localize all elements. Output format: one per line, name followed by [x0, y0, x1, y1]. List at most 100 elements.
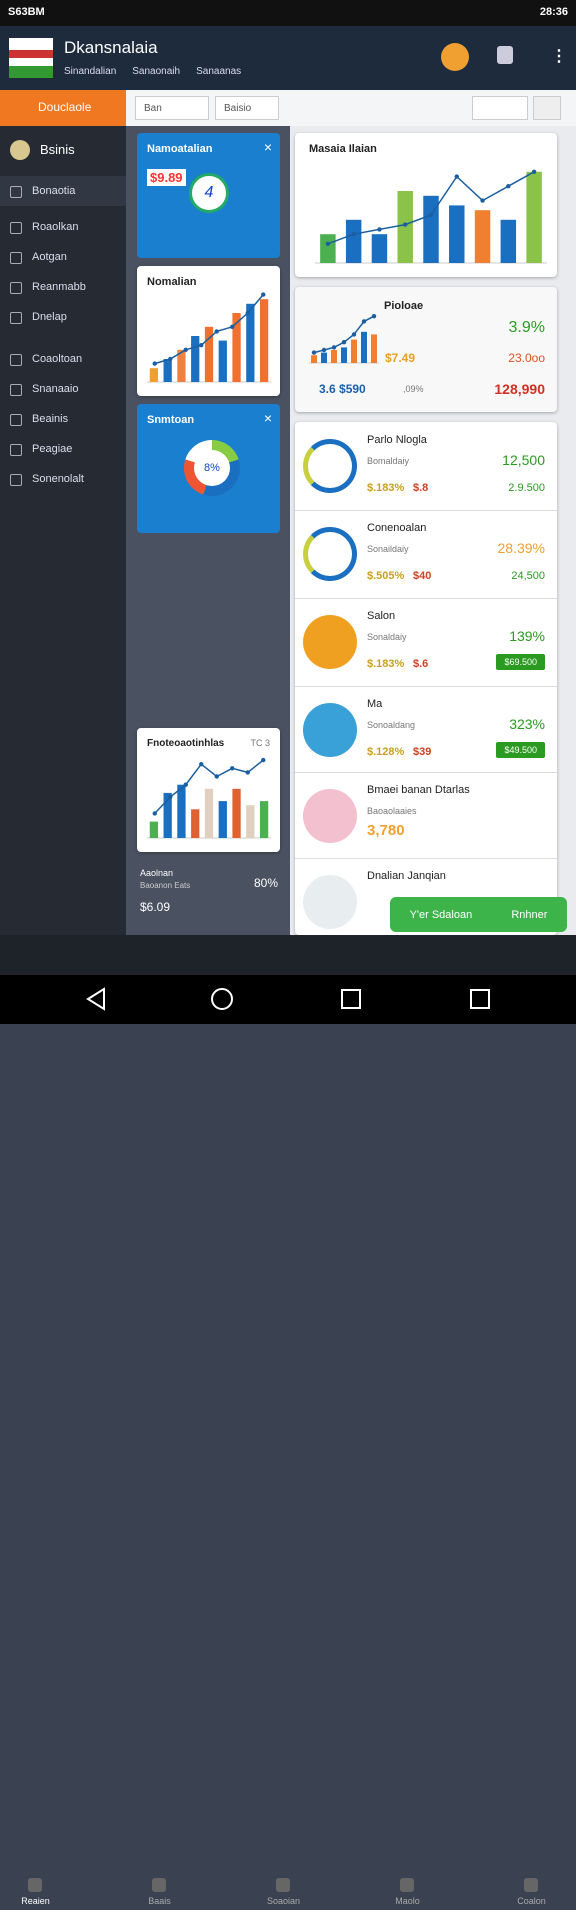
filter[interactable]: Ban: [135, 96, 209, 120]
widget-badge: TC 3: [250, 738, 270, 748]
nav-item[interactable]: Reaien: [0, 1870, 93, 1910]
item-value: 323%: [509, 716, 545, 732]
list-item[interactable]: Ma Sonoaldang 323% $.128% $39 $49.500: [295, 686, 557, 773]
list-item[interactable]: Bmaei banan Dtarlas Baoaolaaies 3,780: [295, 772, 557, 859]
item-price: $.505%: [367, 570, 405, 582]
sidebar-item[interactable]: Reanmabb: [0, 272, 126, 302]
list-item[interactable]: Salon Sonaldaiy 139% $.183% $.6 $69.500: [295, 598, 557, 687]
widget-title: Nomalian: [147, 276, 197, 288]
item-button[interactable]: $69.500: [496, 654, 545, 670]
account-icon[interactable]: [497, 46, 513, 64]
profile-name: Bsinis: [40, 142, 75, 157]
summary-label: Aaolnan: [140, 868, 174, 878]
trend-point: [245, 770, 250, 775]
back[interactable]: [86, 987, 105, 1011]
nav-item[interactable]: Coalon: [474, 1870, 576, 1910]
recents[interactable]: [470, 989, 490, 1009]
item-value: 12,500: [502, 452, 545, 468]
stats-price: $7.49: [385, 351, 416, 365]
sidebar-item[interactable]: Dnelap: [0, 302, 126, 332]
list-item[interactable]: Parlo Nlogla Bomaldaiy 12,500 $.183% $.8 2.9.…: [295, 422, 557, 511]
close[interactable]: ×: [263, 410, 272, 426]
widget: Snmtoan × 8%: [137, 404, 280, 533]
nav-item[interactable]: Baais: [102, 1870, 217, 1910]
item-sub: Baoaolaaies: [367, 806, 417, 816]
fab[interactable]: Y'er Sdaloan Rnhner: [390, 897, 567, 932]
sidebar-item[interactable]: Snanaaio: [0, 374, 126, 404]
mini-chart: [147, 757, 271, 839]
trend-point: [168, 356, 173, 362]
donut: 8%: [184, 440, 240, 496]
donut-label: 8%: [194, 450, 230, 486]
stats-title: Pioloae: [384, 300, 424, 312]
profile-avatar: [10, 140, 30, 160]
tab[interactable]: Sanaanas: [196, 66, 242, 77]
item-extra: 24,500: [511, 570, 545, 582]
sidebar-item[interactable]: Bonaotia: [0, 176, 126, 206]
nav-item[interactable]: Soaoian: [226, 1870, 341, 1910]
sidebar-item[interactable]: Sonenolalt: [0, 464, 126, 494]
gauge: 4: [189, 173, 229, 213]
close[interactable]: ×: [263, 139, 272, 155]
fab-left[interactable]: Y'er Sdaloan: [409, 908, 473, 921]
recents[interactable]: [341, 989, 361, 1009]
tab[interactable]: Sanaonaih: [132, 66, 181, 77]
trend-point: [506, 184, 511, 189]
sidebar-item[interactable]: Peagiae: [0, 434, 126, 464]
item-name: Conenoalan: [367, 522, 427, 534]
item-button[interactable]: $49.500: [496, 742, 545, 758]
tab[interactable]: Sinandalian: [64, 66, 117, 77]
bar: [191, 336, 200, 382]
bar: [218, 801, 227, 838]
bar: [423, 195, 439, 263]
fab-right[interactable]: Rnhner: [511, 908, 548, 921]
header: Dkansnalaia Sinandalian Sanaonaih Sanaanas…: [0, 26, 576, 90]
sidebar-item[interactable]: Coaoltoan: [0, 344, 126, 374]
bar: [331, 350, 337, 363]
trend-point: [454, 174, 459, 179]
sidebar-item[interactable]: Roaolkan: [0, 212, 126, 242]
app-title: Dkansnalaia: [64, 38, 158, 57]
summary-percent: 80%: [254, 876, 279, 890]
bar: [163, 359, 172, 382]
settings-button[interactable]: [533, 96, 561, 120]
nav-item[interactable]: Maolo: [350, 1870, 465, 1910]
list-item[interactable]: Conenoalan Sonaildaiy 28.39% $.505% $40 24,50…: [295, 510, 557, 599]
item-price: $.183%: [367, 482, 405, 494]
home[interactable]: [211, 988, 233, 1010]
trend-point: [403, 222, 408, 227]
summary-value: $6.09: [140, 900, 171, 914]
toolbar-button[interactable]: Douclaole: [0, 90, 126, 126]
sidebar: Bsinis Bonaotia Roaolkan Aotgan Reanmabb Dne…: [0, 126, 126, 935]
trend-point: [321, 347, 327, 353]
bar: [232, 788, 241, 838]
stats-mid: ,09%: [403, 384, 424, 394]
trend-point: [377, 227, 382, 232]
widget-value: $9.89: [147, 169, 186, 186]
item-sub: Sonoaldang: [367, 720, 416, 730]
trend-line: [154, 294, 264, 365]
avatar: [303, 615, 357, 669]
widget-title: Namoatalian: [147, 143, 213, 155]
trend-point: [480, 198, 485, 203]
trend-point: [152, 811, 157, 816]
item-amount: $40: [413, 570, 432, 582]
list-item[interactable]: Dnalian Janqian: [295, 858, 557, 935]
avatar: [303, 703, 357, 757]
bar: [246, 805, 255, 838]
filter[interactable]: Baisio: [215, 96, 279, 120]
stats-total: 23.0oo: [508, 351, 545, 365]
bar: [311, 355, 317, 363]
trend-point: [341, 340, 347, 345]
item-value: 3,780: [367, 822, 405, 839]
trend-point: [183, 782, 188, 787]
trend-point: [152, 361, 157, 366]
search[interactable]: [472, 96, 528, 120]
avatar[interactable]: [441, 43, 469, 71]
sidebar-item[interactable]: Aotgan: [0, 242, 126, 272]
item-price: $.183%: [367, 658, 405, 670]
menu-icon[interactable]: ⋮: [551, 48, 567, 65]
widget-title: Fnoteoaotinhlas: [147, 738, 225, 749]
sidebar-item[interactable]: Beainis: [0, 404, 126, 434]
stats-percent: 3.9%: [508, 319, 545, 336]
